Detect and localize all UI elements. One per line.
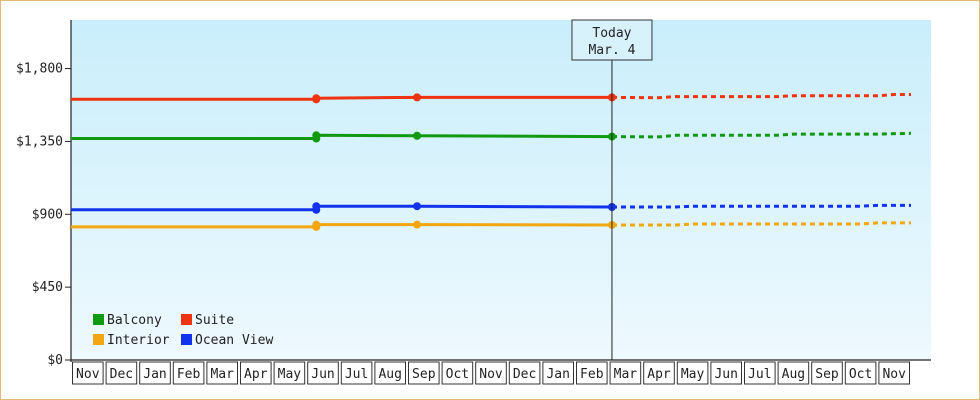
x-month-cell	[844, 361, 877, 385]
x-month-cell	[811, 361, 843, 385]
y-axis: $0 $450 $900 $1,350 $1,800	[16, 20, 72, 368]
x-tick-label: Jul	[748, 367, 771, 382]
x-tick-label: Mar	[210, 367, 234, 382]
x-tick-label: Aug	[378, 367, 401, 382]
x-month-cell	[676, 361, 709, 385]
series-lines	[71, 93, 912, 231]
x-month-cell	[475, 361, 507, 385]
x-month-cell	[105, 361, 138, 385]
legend-label: Ocean View	[195, 333, 273, 348]
x-month-cell	[72, 361, 104, 385]
x-tick-label: Feb	[177, 367, 201, 382]
series-point	[312, 220, 321, 229]
series-point	[413, 131, 422, 140]
legend-swatch	[93, 334, 104, 345]
series-point	[413, 220, 422, 229]
x-month-cell	[609, 361, 642, 385]
x-month-cell	[240, 361, 272, 385]
x-axis: Nov Dec Jan Feb Mar Apr May Jun Jul Aug Sep Oct Nov D…	[71, 359, 931, 385]
x-month-cell	[307, 361, 339, 385]
x-tick-label: May	[681, 367, 705, 382]
x-tick-label: Jul	[345, 367, 368, 382]
x-tick-label: Feb	[580, 367, 604, 382]
x-month-cell	[576, 361, 608, 385]
today-marker: Today Mar. 4	[571, 19, 653, 360]
x-tick-label: Mar	[614, 367, 638, 382]
today-box	[571, 19, 653, 61]
series-forecast-line	[612, 203, 911, 209]
x-tick-label: Oct	[446, 367, 469, 382]
x-tick-label: Nov	[479, 367, 503, 382]
x-tick-label: Sep	[815, 367, 839, 382]
x-tick-label: Jun	[311, 367, 334, 382]
x-month-cell	[878, 361, 911, 385]
x-tick-label: Jan	[143, 367, 166, 382]
x-month-cell	[273, 361, 306, 385]
x-month-cell	[777, 361, 810, 385]
x-tick-label: Apr	[647, 367, 671, 382]
x-month-cell	[710, 361, 743, 385]
legend: Balcony Suite Interior Ocean View	[93, 313, 273, 348]
y-tick-label: $1,350	[16, 134, 63, 149]
x-tick-label: Jan	[546, 367, 569, 382]
legend-label: Interior	[107, 333, 170, 348]
series-point	[312, 202, 321, 211]
x-tick-label: Sep	[412, 367, 436, 382]
x-month-cell	[206, 361, 238, 385]
y-tick-label: $900	[32, 207, 63, 222]
x-tick-label: Aug	[782, 367, 805, 382]
series-forecast-line	[611, 131, 912, 139]
x-tick-label: Apr	[244, 367, 268, 382]
x-tick-label: Dec	[110, 367, 133, 382]
x-month-cell	[340, 361, 373, 385]
legend-swatch	[181, 314, 192, 325]
x-month-cell	[139, 361, 171, 385]
series-point	[413, 202, 422, 211]
x-tick-label: Nov	[882, 367, 906, 382]
series-forecast-line	[611, 93, 911, 100]
legend-label: Suite	[195, 313, 234, 328]
today-label: Today	[592, 26, 631, 41]
x-tick-label: Jun	[714, 367, 737, 382]
x-tick-label: May	[278, 367, 302, 382]
x-tick-label: Nov	[76, 367, 100, 382]
x-month-cell	[172, 361, 205, 385]
x-tick-label: Oct	[849, 367, 872, 382]
today-date: Mar. 4	[588, 43, 635, 58]
plot-area	[71, 20, 931, 360]
x-tick-label: Dec	[513, 367, 536, 382]
y-tick-label: $450	[32, 280, 63, 295]
legend-swatch	[93, 314, 104, 325]
series-point	[312, 94, 321, 103]
y-tick-label: $1,800	[16, 62, 63, 77]
y-tick-label: $0	[47, 353, 63, 368]
series-point	[413, 93, 422, 102]
legend-label: Balcony	[107, 313, 162, 328]
series-forecast-line	[612, 221, 911, 227]
x-month-cell	[374, 361, 406, 385]
x-month-cell	[441, 361, 474, 385]
x-month-cell	[744, 361, 776, 385]
x-month-cell	[542, 361, 575, 385]
x-month-cell	[643, 361, 675, 385]
legend-swatch	[181, 334, 192, 345]
series-point	[312, 131, 321, 140]
x-month-cell	[508, 361, 541, 385]
x-month-cell	[408, 361, 440, 385]
